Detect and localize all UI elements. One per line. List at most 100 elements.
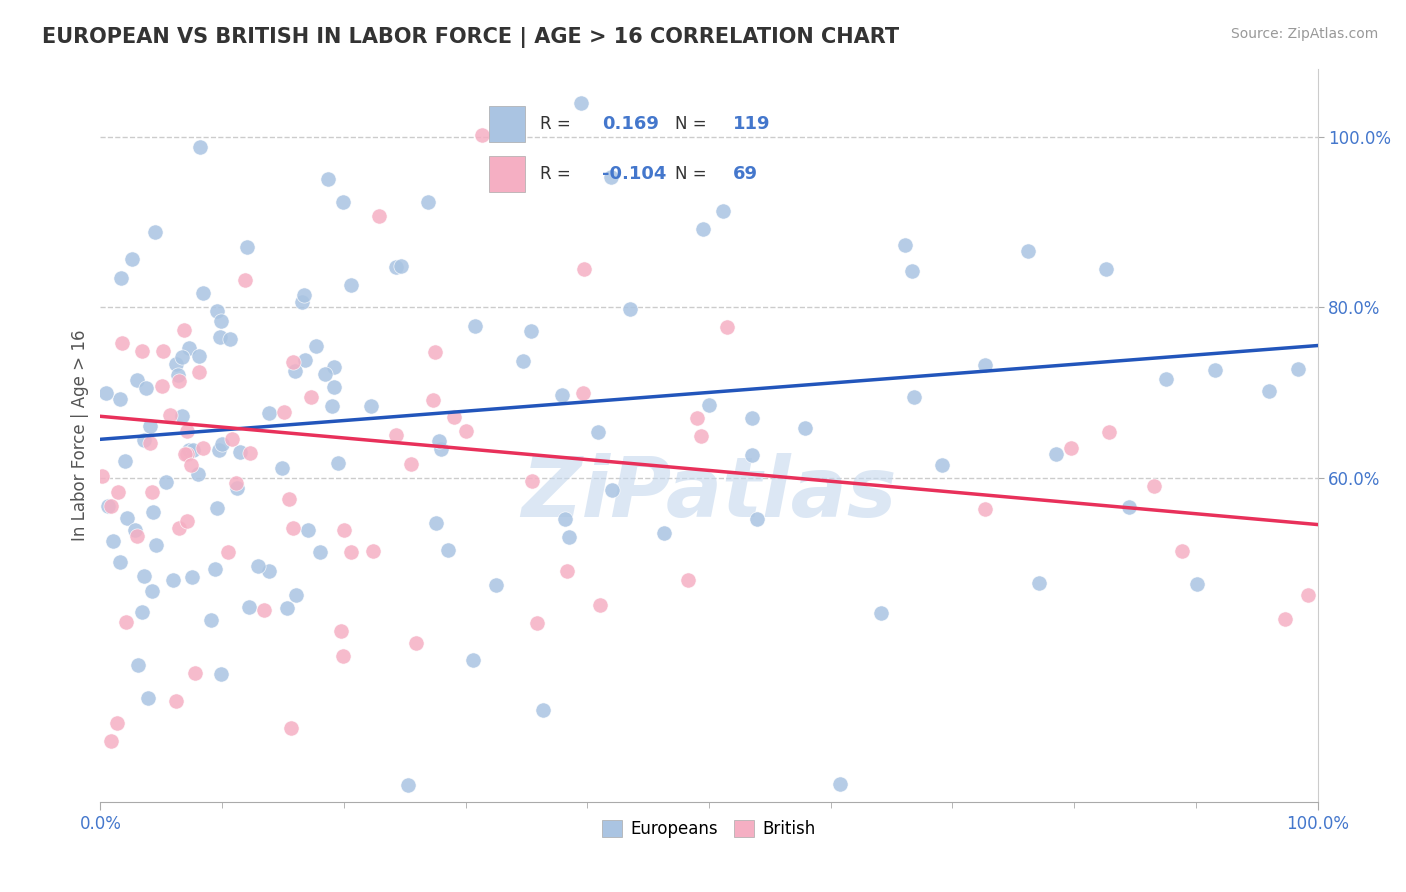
Point — [741, 448, 763, 462]
Point — [219, 332, 242, 346]
Point — [173, 323, 195, 337]
Point — [281, 355, 304, 369]
Point — [139, 419, 162, 434]
Point — [101, 533, 124, 548]
Point — [114, 454, 136, 468]
Point — [332, 648, 354, 663]
Point — [429, 442, 451, 457]
Point — [463, 318, 485, 333]
Point — [236, 240, 259, 254]
Point — [132, 433, 155, 447]
Point — [167, 521, 190, 535]
Point — [94, 385, 117, 400]
Point — [531, 703, 554, 717]
Point — [217, 545, 239, 559]
Point — [574, 261, 596, 276]
Point — [333, 524, 356, 538]
Point — [572, 386, 595, 401]
Point — [200, 613, 222, 627]
Point — [297, 523, 319, 537]
Point — [270, 460, 292, 475]
Point — [184, 665, 207, 680]
Point — [132, 568, 155, 582]
Point — [136, 690, 159, 705]
Point — [600, 170, 623, 185]
Point — [1187, 576, 1209, 591]
Point — [1286, 362, 1309, 376]
Point — [142, 505, 165, 519]
Point — [512, 354, 534, 368]
Point — [745, 512, 768, 526]
Point — [554, 512, 576, 526]
Point — [108, 392, 131, 406]
Point — [423, 344, 446, 359]
Point — [205, 304, 228, 318]
Point — [115, 615, 138, 630]
Point — [1095, 261, 1118, 276]
Point — [1017, 244, 1039, 258]
Point — [692, 222, 714, 236]
Point — [100, 733, 122, 747]
Point — [396, 778, 419, 792]
Point — [246, 558, 269, 573]
Point — [399, 457, 422, 471]
Point — [384, 427, 406, 442]
Point — [107, 715, 129, 730]
Point — [176, 514, 198, 528]
Point — [124, 524, 146, 538]
Point — [652, 525, 675, 540]
Point — [294, 353, 316, 368]
Point — [299, 390, 322, 404]
Point — [586, 425, 609, 440]
Point — [1143, 479, 1166, 493]
Point — [100, 499, 122, 513]
Point — [191, 441, 214, 455]
Point — [291, 295, 314, 310]
Point — [589, 598, 612, 612]
Point — [278, 491, 301, 506]
Point — [152, 343, 174, 358]
Point — [600, 483, 623, 497]
Point — [177, 443, 200, 458]
Point — [209, 666, 232, 681]
Point — [159, 409, 181, 423]
Point — [121, 252, 143, 266]
Point — [110, 336, 132, 351]
Point — [145, 538, 167, 552]
Y-axis label: In Labor Force | Age > 16: In Labor Force | Age > 16 — [72, 329, 89, 541]
Point — [257, 406, 280, 420]
Point — [405, 635, 427, 649]
Point — [107, 485, 129, 500]
Point — [828, 777, 851, 791]
Point — [176, 424, 198, 438]
Point — [716, 319, 738, 334]
Point — [557, 530, 579, 544]
Point — [187, 467, 209, 482]
Point — [150, 379, 173, 393]
Point — [115, 511, 138, 525]
Point — [167, 368, 190, 382]
Point — [253, 603, 276, 617]
Point — [1028, 576, 1050, 591]
Point — [794, 421, 817, 435]
Point — [170, 409, 193, 423]
Point — [520, 474, 543, 488]
Point — [141, 583, 163, 598]
Point — [1171, 544, 1194, 558]
Point — [973, 501, 995, 516]
Point — [389, 260, 412, 274]
Point — [422, 392, 444, 407]
Point — [901, 264, 924, 278]
Point — [208, 442, 231, 457]
Point — [204, 562, 226, 576]
Point — [187, 365, 209, 379]
Text: EUROPEAN VS BRITISH IN LABOR FORCE | AGE > 16 CORRELATION CHART: EUROPEAN VS BRITISH IN LABOR FORCE | AGE… — [42, 27, 900, 48]
Point — [233, 273, 256, 287]
Point — [131, 343, 153, 358]
Point — [284, 363, 307, 377]
Point — [328, 456, 350, 470]
Point — [143, 225, 166, 239]
Point — [141, 485, 163, 500]
Point — [384, 260, 406, 274]
Point — [181, 570, 204, 584]
